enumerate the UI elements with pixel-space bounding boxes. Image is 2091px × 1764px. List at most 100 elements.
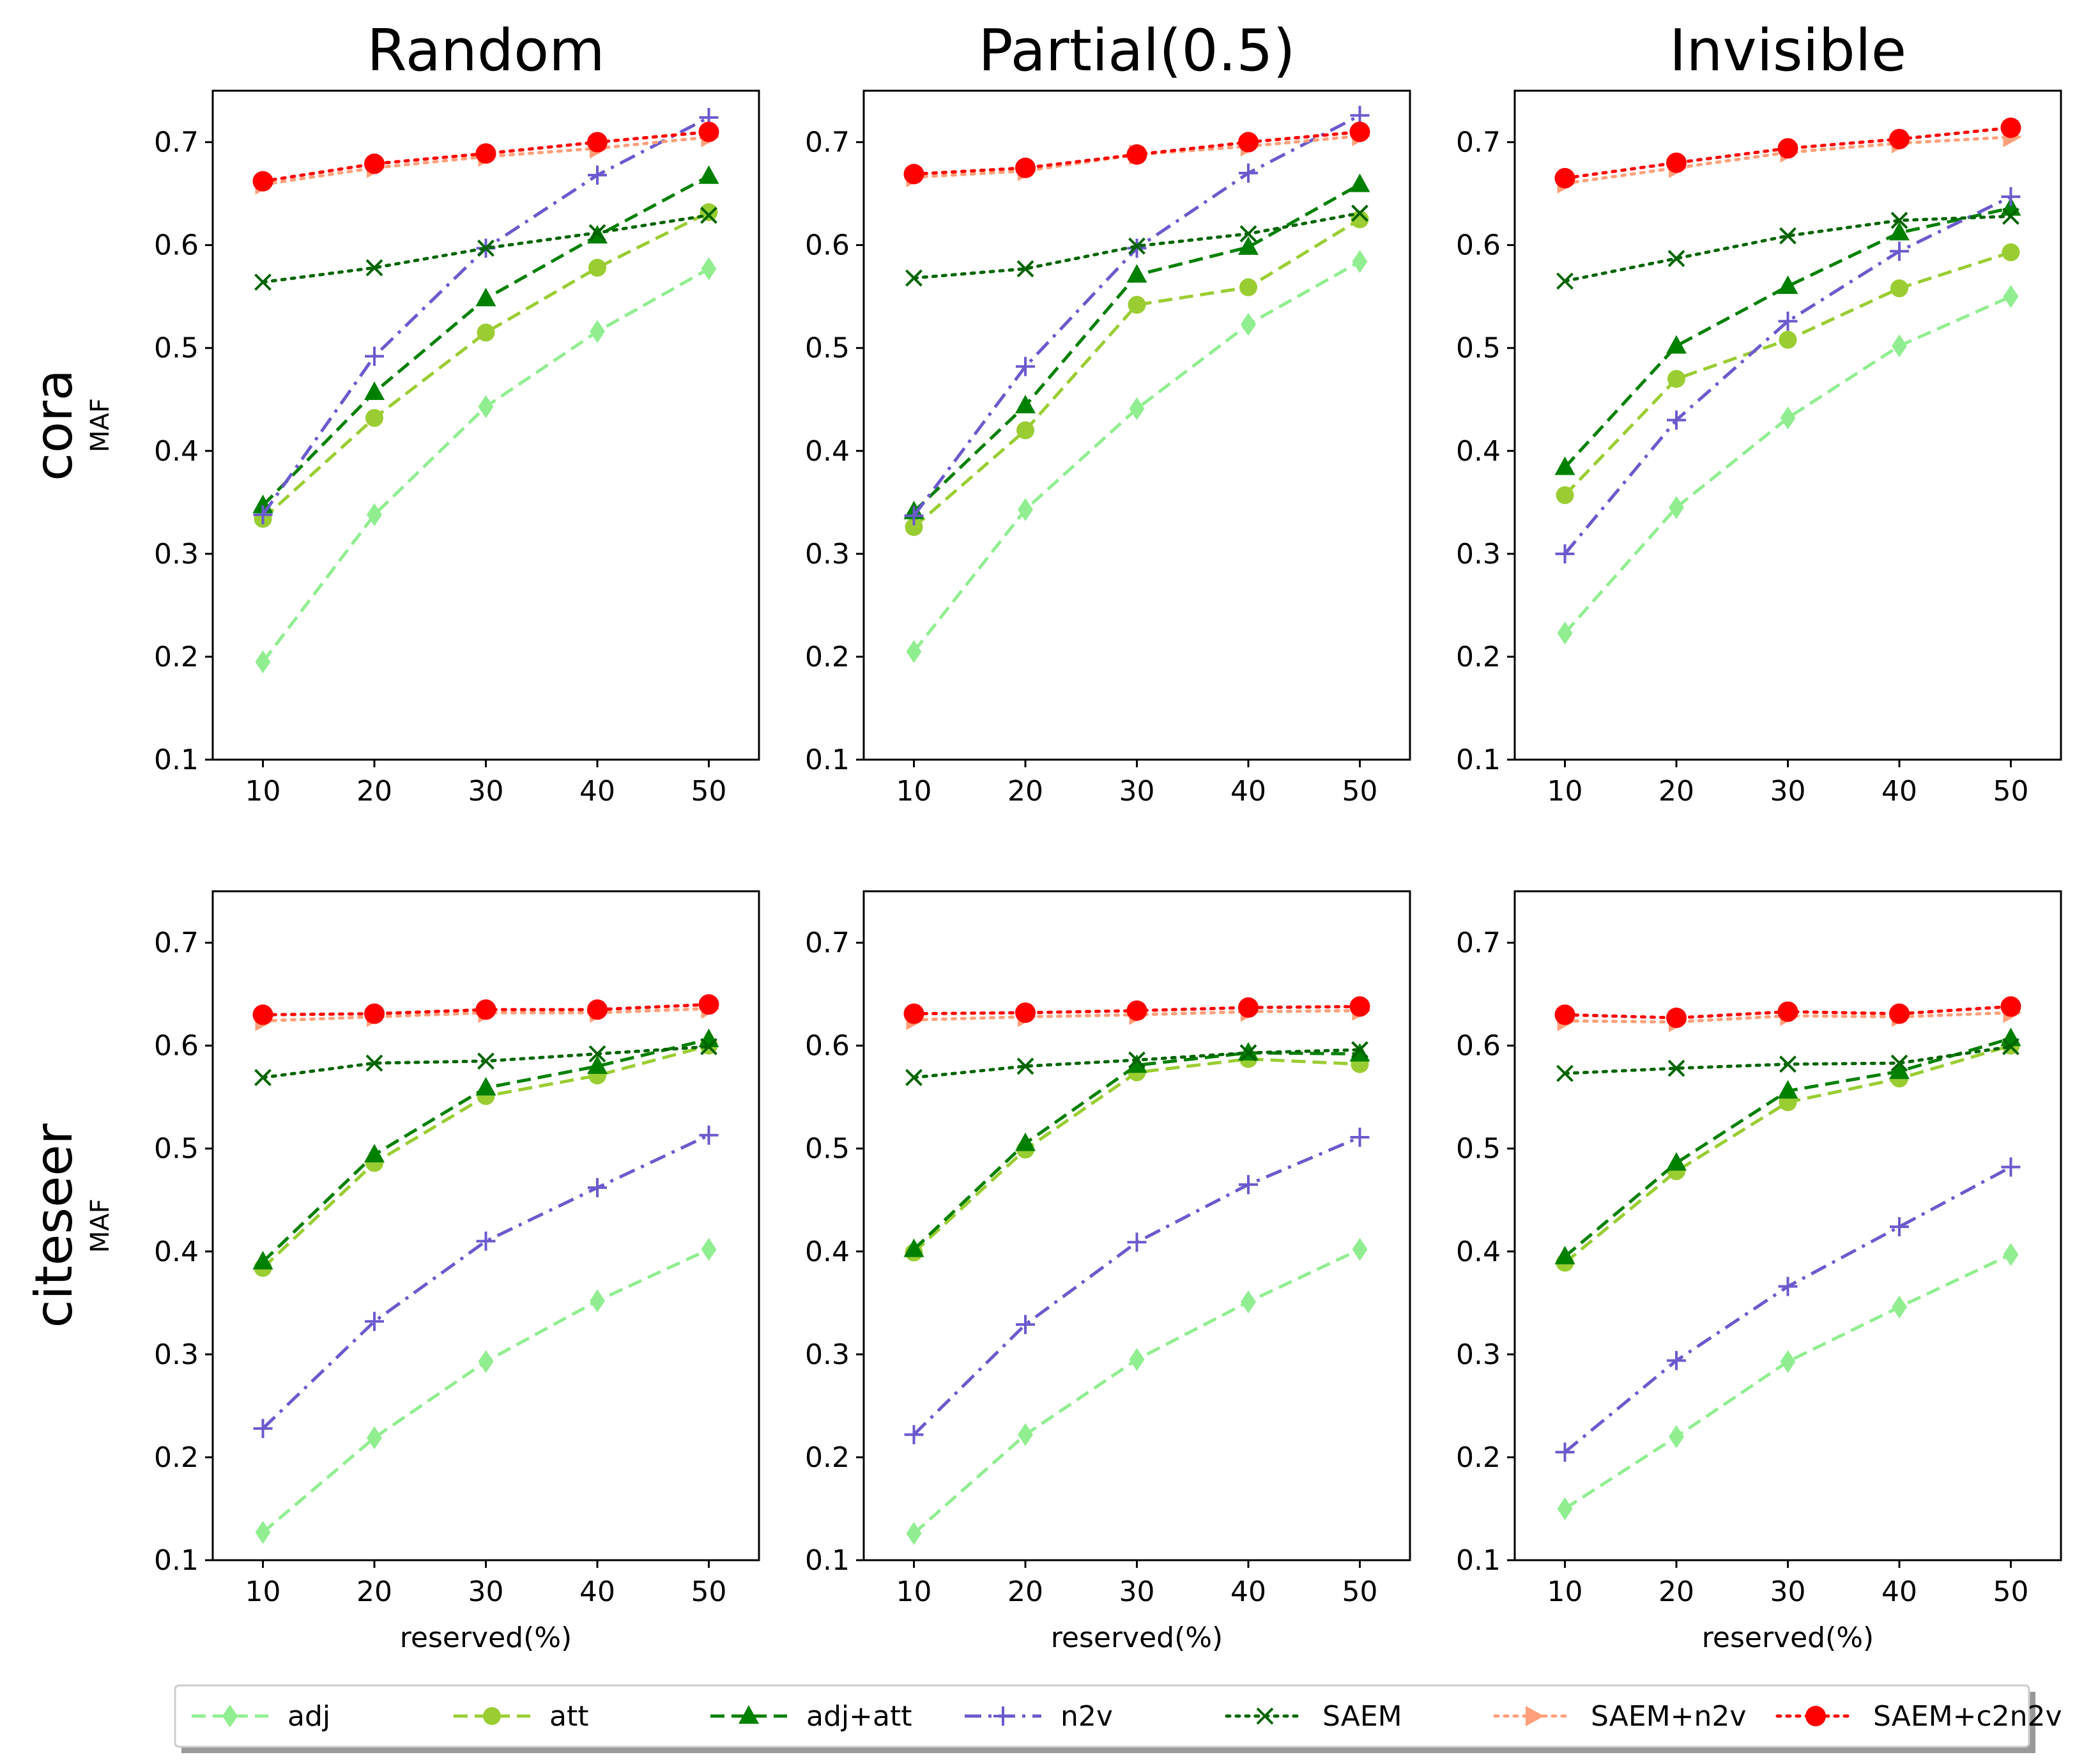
data-point	[698, 165, 719, 184]
x-axis-label: reserved(%)	[400, 1622, 572, 1654]
data-point	[1779, 1055, 1796, 1073]
data-point	[1667, 250, 1685, 267]
legend-marker	[993, 1706, 1013, 1726]
y-tick-label: 0.3	[154, 1338, 199, 1371]
data-point	[1126, 264, 1147, 283]
data-point	[1015, 1002, 1036, 1024]
y-tick-label: 0.2	[805, 641, 850, 673]
data-point	[1888, 1003, 1910, 1024]
data-point	[1015, 157, 1036, 178]
y-tick-label: 0.2	[154, 1441, 199, 1474]
x-tick-label: 20	[1007, 1576, 1043, 1608]
y-tick-label: 0.5	[805, 1133, 850, 1165]
series-adj	[1557, 1243, 2019, 1521]
data-point	[253, 1418, 273, 1438]
legend-entry-saem-c2n2v: SAEM+c2n2v	[1775, 1700, 2062, 1733]
data-point	[1667, 410, 1687, 430]
data-point	[700, 203, 718, 222]
x-tick-label: 40	[1881, 1576, 1917, 1608]
data-point	[1349, 1043, 1370, 1062]
data-point	[1554, 456, 1575, 475]
data-point	[478, 395, 494, 418]
y-tick-label: 0.4	[154, 1236, 199, 1268]
row-title-cora: cora	[24, 369, 84, 481]
data-point	[1126, 1054, 1147, 1073]
series-adj	[255, 1238, 717, 1544]
series-line-n2v	[1563, 195, 2012, 555]
data-point	[1016, 1057, 1034, 1075]
series-saem	[254, 1038, 717, 1086]
series-line-adj	[1563, 295, 2012, 634]
series-n2v	[253, 1125, 719, 1438]
data-point	[475, 999, 496, 1020]
data-point	[698, 121, 719, 142]
x-tick-label: 30	[1119, 1576, 1155, 1608]
data-point	[1556, 1064, 1574, 1082]
data-point	[1018, 498, 1034, 521]
y-tick-label: 0.5	[1456, 332, 1501, 365]
y-axis-label: MAF	[86, 398, 115, 452]
x-tick-label: 10	[896, 775, 932, 808]
legend-entry-n2v: n2v	[965, 1700, 1113, 1733]
data-point	[1555, 1442, 1575, 1462]
data-point	[1237, 236, 1259, 255]
data-point	[1350, 1127, 1370, 1147]
data-point	[367, 1426, 383, 1450]
data-point	[1349, 996, 1370, 1017]
y-tick-label: 0.3	[1456, 538, 1501, 571]
data-point	[1238, 163, 1258, 183]
series-line-att	[912, 218, 1361, 528]
y-tick-label: 0.4	[154, 435, 199, 468]
data-point	[1237, 132, 1259, 153]
legend-marker	[1526, 1706, 1544, 1726]
data-point	[905, 269, 923, 287]
legend-label: att	[549, 1700, 588, 1733]
panel-citeseer-random: 0.1 0.2 0.3 0.4 0.5 0.6 0.7 10 20 30 40 50 MAF reserv…	[86, 890, 760, 1654]
y-tick-label: 0.7	[1456, 927, 1501, 960]
data-point	[253, 505, 273, 525]
y-tick-label: 0.6	[154, 229, 199, 262]
data-point	[364, 153, 385, 174]
data-point	[1666, 152, 1687, 173]
data-point	[2000, 117, 2021, 138]
legend-marker	[483, 1707, 501, 1725]
series-saem-c2n2v	[1554, 996, 2021, 1029]
data-point	[364, 381, 385, 400]
data-point	[1557, 1497, 1573, 1521]
data-point	[365, 1312, 385, 1331]
data-point	[475, 288, 496, 307]
panels-layer: 0.1 0.2 0.3 0.4 0.5 0.6 0.7 10 20 30 40 50 MAF 0.1 0.2…	[86, 89, 2062, 1654]
x-tick-label: 40	[579, 775, 615, 808]
column-title-invisible: Invisible	[1669, 17, 1906, 84]
legend-marker	[222, 1705, 238, 1728]
y-tick-label: 0.3	[1456, 1338, 1501, 1371]
x-tick-label: 30	[1770, 775, 1806, 808]
data-point	[1666, 1008, 1687, 1029]
x-tick-label: 10	[1547, 775, 1583, 808]
data-point	[1015, 394, 1036, 413]
titles-layer: cora Random Partial(0.5) Invisible citeseer	[24, 17, 1906, 1328]
data-point	[476, 1231, 496, 1251]
x-tick-label: 50	[1993, 1576, 2028, 1608]
data-point	[1352, 1238, 1368, 1261]
series-line-adj-att	[1563, 206, 2012, 469]
data-point	[364, 1144, 385, 1163]
data-point	[1889, 1217, 1909, 1237]
data-point	[589, 319, 605, 343]
data-point	[1240, 312, 1256, 336]
data-point	[1777, 138, 1798, 159]
data-point	[367, 503, 383, 526]
column-title-partial-0-5: Partial(0.5)	[978, 17, 1295, 84]
legend-box	[174, 1684, 2030, 1748]
data-point	[1777, 1001, 1798, 1022]
y-tick-label: 0.3	[805, 1338, 850, 1371]
data-point	[1667, 1351, 1687, 1370]
panel-cora-random: 0.1 0.2 0.3 0.4 0.5 0.6 0.7 10 20 30 40 50 MAF	[86, 89, 760, 808]
x-tick-label: 30	[468, 1576, 504, 1608]
series-adj	[255, 257, 717, 673]
data-point	[700, 1038, 717, 1055]
data-point	[1890, 1054, 1908, 1072]
panel-citeseer-invisible: 0.1 0.2 0.3 0.4 0.5 0.6 0.7 10 20 30 40 50 reserved(…	[1456, 890, 2062, 1654]
